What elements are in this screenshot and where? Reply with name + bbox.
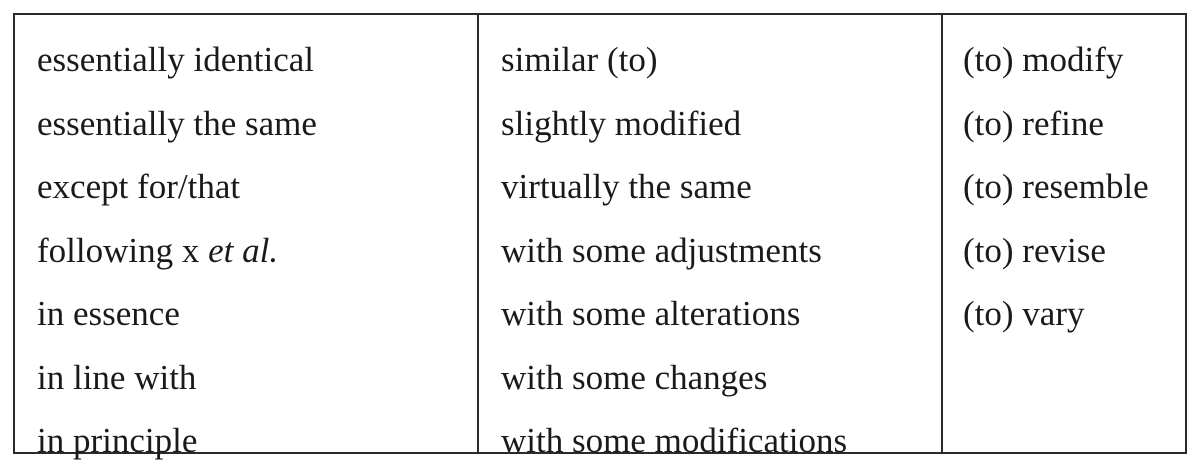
table-cell: (to) resemble [963, 167, 1149, 206]
table-cell: in essence [37, 294, 180, 333]
table-cell: essentially the same [37, 103, 317, 143]
phrase-table: essentially identical essentially the sa… [13, 13, 1187, 460]
following-prefix: following x [37, 230, 209, 270]
table-column-2: similar (to) slightly modified virtually… [479, 15, 943, 460]
table-cell: (to) vary [963, 294, 1085, 333]
table-cell: in line with [37, 357, 197, 397]
table-cell-following: following x et al. [37, 219, 477, 283]
table-cell: virtually the same [501, 167, 752, 206]
table-cell: (to) modify [963, 40, 1124, 79]
table-cell: (to) refine [963, 103, 1104, 143]
table-cell: with some adjustments [501, 230, 822, 270]
et-al-italic: et al. [208, 230, 279, 270]
table-cell: except for/that [37, 167, 241, 206]
table-cell: essentially identical [37, 40, 314, 79]
table-cell: with some alterations [501, 294, 801, 333]
table-cell: with some modifications [501, 421, 848, 460]
table-cell: in principle [37, 421, 198, 460]
table-cell: slightly modified [501, 103, 742, 143]
table-cell: with some changes [501, 357, 768, 397]
table-column-1: essentially identical essentially the sa… [15, 15, 479, 460]
table-cell: (to) revise [963, 230, 1106, 270]
table-cell: similar (to) [501, 40, 658, 79]
table-column-3: (to) modify (to) refine (to) resemble (t… [943, 15, 1185, 452]
